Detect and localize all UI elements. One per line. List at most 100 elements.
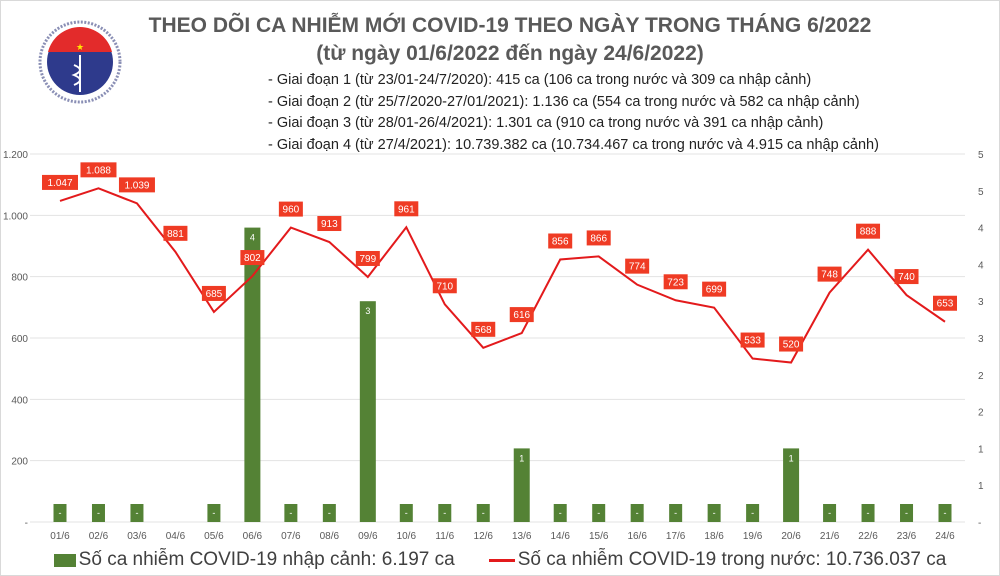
bar-label: - [674, 508, 677, 518]
bar-label: - [212, 508, 215, 518]
line-label: 1.039 [124, 180, 149, 191]
line-label-box [625, 258, 650, 274]
right-tick-label: 4 [978, 260, 984, 271]
x-tick-label: 16/6 [627, 531, 647, 542]
x-tick-label: 11/6 [435, 531, 454, 542]
line-label: 866 [590, 233, 607, 244]
left-tick-label: 200 [11, 457, 28, 468]
line-label-box [702, 281, 727, 297]
bar-label: - [636, 508, 639, 518]
bar-label: 3 [365, 306, 370, 316]
line-label-box [471, 321, 496, 337]
left-tick-label: 800 [11, 273, 28, 284]
bar-label: - [828, 508, 831, 518]
line-label: 961 [398, 204, 415, 215]
bar [669, 504, 683, 522]
x-tick-label: 10/6 [397, 531, 417, 542]
bar [513, 448, 530, 522]
bar-label: - [328, 508, 331, 518]
line-label: 710 [436, 281, 453, 292]
bar-label: - [289, 508, 292, 518]
line-series [59, 187, 946, 364]
bar [592, 504, 606, 522]
bar [783, 448, 800, 522]
legend-line-label: Số ca nhiễm COVID-19 trong nước: 10.736.… [517, 549, 947, 570]
x-tick-label: 02/6 [89, 531, 109, 542]
line-label-box [817, 266, 842, 282]
line-label-box [240, 250, 265, 266]
right-tick-label: 1 [978, 481, 984, 492]
bar-label: - [559, 508, 562, 518]
bar [861, 504, 875, 522]
line-label: 520 [783, 340, 800, 351]
line-label-box [509, 307, 534, 323]
line-label: 616 [513, 310, 530, 321]
left-tick-label: 1.200 [3, 150, 28, 161]
left-tick-label: 600 [11, 334, 28, 345]
right-tick-label: 1 [978, 444, 984, 455]
phase-1: - Giai đoạn 1 (từ 23/01-24/7/2020): 415 … [268, 72, 812, 88]
x-tick-label: 21/6 [820, 531, 840, 542]
x-tick-label: 01/6 [50, 531, 70, 542]
x-tick-label: 09/6 [358, 531, 378, 542]
line-label-box [80, 162, 117, 178]
bar-label: - [482, 508, 485, 518]
bar-label: - [905, 508, 908, 518]
line-label: 685 [206, 289, 223, 300]
line-label: 888 [860, 227, 877, 238]
line-label: 723 [667, 277, 684, 288]
bar [746, 504, 760, 522]
bar [284, 504, 298, 522]
bar-label: - [944, 508, 947, 518]
right-tick-label: 5 [978, 150, 984, 161]
x-tick-label: 15/6 [589, 531, 609, 542]
bar-label: 1 [519, 453, 524, 463]
x-tick-label: 04/6 [166, 531, 186, 542]
bar-label: - [59, 508, 62, 518]
line-label: 740 [898, 272, 915, 283]
right-tick-label: 2 [978, 371, 984, 382]
line-label-box [355, 250, 380, 266]
x-tick-label: 19/6 [743, 531, 763, 542]
line-label: 699 [706, 285, 723, 296]
legend-bar-label: Số ca nhiễm COVID-19 nhập cảnh: 6.197 ca [78, 549, 455, 570]
x-tick-label: 13/6 [512, 531, 532, 542]
right-tick-label: 3 [978, 334, 984, 345]
line-label-box [394, 201, 419, 217]
legend: Số ca nhiễm COVID-19 nhập cảnh: 6.197 ca… [0, 549, 1000, 571]
line-label: 1.047 [47, 178, 72, 189]
bar [707, 504, 721, 522]
bar [91, 504, 105, 522]
bar [938, 504, 952, 522]
bar [476, 504, 490, 522]
line-label-box [933, 295, 957, 311]
left-tick-label: 1.000 [3, 211, 28, 222]
bar [900, 504, 914, 522]
line-label: 774 [629, 262, 646, 273]
line-label-box [856, 223, 881, 239]
bar [359, 301, 376, 522]
bar [823, 504, 837, 522]
line-label: 913 [321, 219, 338, 230]
bar [438, 504, 452, 522]
line-label: 1.088 [86, 165, 111, 176]
phase-3: - Giai đoạn 3 (từ 28/01-26/4/2021): 1.30… [268, 115, 824, 131]
line-label-box [118, 177, 155, 193]
line-label: 960 [283, 205, 300, 216]
line-label-box [740, 332, 765, 348]
phase-4: - Giai đoạn 4 (từ 27/4/2021): 10.739.382… [268, 137, 879, 153]
line-label: 568 [475, 325, 492, 336]
x-tick-label: 05/6 [204, 531, 224, 542]
right-tick-label: 5 [978, 187, 984, 198]
line-label-box [779, 336, 804, 352]
line-label-box [432, 278, 457, 294]
bar-label: - [135, 508, 138, 518]
line-label: 802 [244, 253, 261, 264]
line-label-box [663, 274, 688, 290]
bar-label: - [405, 508, 408, 518]
line-label-box [278, 201, 303, 217]
x-tick-label: 17/6 [666, 531, 686, 542]
line-label: 748 [821, 270, 838, 281]
legend-line: Số ca nhiễm COVID-19 trong nước: 10.736.… [488, 549, 947, 571]
